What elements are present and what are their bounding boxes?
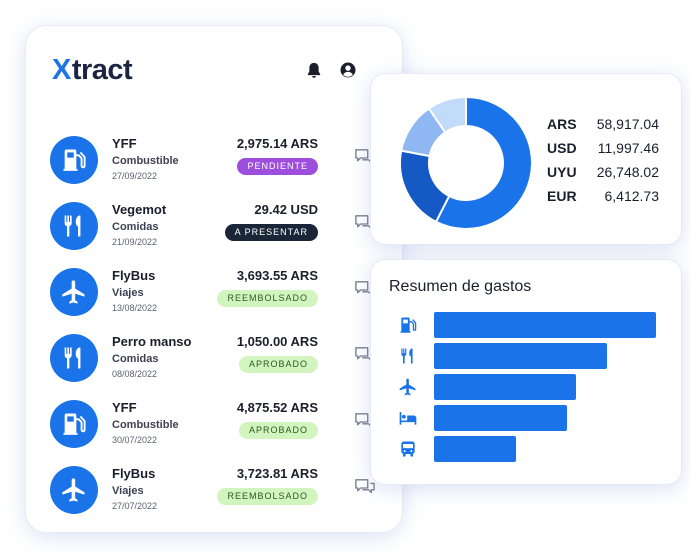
summary-bar-row	[397, 312, 667, 338]
fuel-icon	[63, 413, 86, 435]
summary-bar	[434, 374, 576, 400]
summary-bar-row	[397, 343, 667, 369]
expense-date: 08/08/2022	[112, 369, 158, 379]
category-badge	[50, 400, 98, 448]
summary-bar	[434, 405, 567, 431]
currency-totals-card: ARS 58,917.04 USD 11,997.46 UYU 26,748.02 EUR 6…	[371, 74, 681, 244]
status-badge: APROBADO	[238, 422, 318, 439]
currency-donut-chart	[399, 95, 533, 230]
account-icon[interactable]	[339, 61, 357, 79]
bed-icon	[399, 412, 417, 425]
comments-icon[interactable]	[354, 478, 376, 498]
expense-row[interactable]: Vegemot Comidas 21/09/2022 29.42 USD A PRESE…	[50, 200, 380, 262]
spending-summary-card: Resumen de gastos	[371, 260, 681, 484]
currency-total: 58,917.04	[596, 116, 659, 132]
fuel-icon	[63, 149, 86, 171]
summary-bar-row	[397, 436, 667, 462]
category-badge	[50, 268, 98, 316]
summary-title: Resumen de gastos	[389, 278, 532, 295]
status-badge: APROBADO	[238, 356, 318, 373]
status-badge: A PRESENTAR	[224, 224, 318, 241]
plane-icon	[62, 478, 85, 502]
expense-date: 27/09/2022	[112, 171, 158, 181]
merchant-name: Perro manso	[112, 334, 192, 349]
utensils-icon	[401, 348, 413, 364]
merchant-name: FlyBus	[112, 466, 156, 481]
merchant-name: YFF	[112, 136, 137, 151]
summary-bar-row	[397, 405, 667, 431]
expense-row[interactable]: FlyBus Viajes 13/08/2022 3,693.55 ARS REEMBO…	[50, 266, 380, 328]
expense-amount: 29.42 USD	[254, 202, 318, 217]
donut-slice	[427, 95, 467, 134]
status-badge: REEMBOLSADO	[217, 290, 318, 307]
summary-bar-row	[397, 374, 667, 400]
merchant-name: YFF	[112, 400, 137, 415]
merchant-name: Vegemot	[112, 202, 167, 217]
currency-code: EUR	[547, 188, 577, 204]
expense-amount: 3,723.81 ARS	[236, 466, 318, 481]
expense-amount: 3,693.55 ARS	[236, 268, 318, 283]
category-name: Comidas	[112, 221, 159, 233]
utensils-icon	[64, 347, 81, 369]
status-badge: PENDIENTE	[237, 158, 318, 175]
bus-icon	[401, 441, 415, 457]
currency-code: ARS	[547, 116, 577, 132]
category-badge	[50, 202, 98, 250]
category-badge	[50, 334, 98, 382]
expense-date: 21/09/2022	[112, 237, 158, 247]
summary-bar	[434, 436, 516, 462]
expense-row[interactable]: YFF Combustible 30/07/2022 4,875.52 ARS APRO…	[50, 398, 380, 460]
category-badge	[50, 136, 98, 184]
category-badge	[50, 466, 98, 514]
category-name: Viajes	[112, 485, 144, 497]
expense-row[interactable]: YFF Combustible 27/09/2022 2,975.14 ARS PEND…	[50, 134, 380, 196]
status-badge: REEMBOLSADO	[217, 488, 318, 505]
category-name: Combustible	[112, 419, 179, 431]
donut-slice	[399, 149, 451, 224]
expense-amount: 1,050.00 ARS	[236, 334, 318, 349]
merchant-name: FlyBus	[112, 268, 156, 283]
expense-date: 27/07/2022	[112, 501, 158, 511]
currency-row: ARS 58,917.04	[547, 116, 659, 136]
category-name: Viajes	[112, 287, 144, 299]
expense-amount: 2,975.14 ARS	[236, 136, 318, 151]
category-name: Comidas	[112, 353, 159, 365]
fuel-icon	[400, 317, 417, 333]
expense-date: 13/08/2022	[112, 303, 158, 313]
summary-bar	[434, 312, 656, 338]
currency-row: USD 11,997.46	[547, 140, 659, 160]
utensils-icon	[64, 215, 81, 237]
currency-code: USD	[547, 140, 577, 156]
currency-row: EUR 6,412.73	[547, 188, 659, 208]
currency-total: 6,412.73	[604, 188, 660, 204]
currency-total: 11,997.46	[597, 140, 659, 156]
donut-slice	[434, 95, 533, 230]
expense-row[interactable]: FlyBus Viajes 27/07/2022 3,723.81 ARS REEMBO…	[50, 464, 380, 526]
currency-row: UYU 26,748.02	[547, 164, 659, 184]
bell-icon[interactable]	[305, 61, 323, 79]
summary-bar	[434, 343, 607, 369]
currency-total: 26,748.02	[596, 164, 659, 180]
expense-row[interactable]: Perro manso Comidas 08/08/2022 1,050.00 ARS…	[50, 332, 380, 394]
expense-amount: 4,875.52 ARS	[236, 400, 318, 415]
expense-date: 30/07/2022	[112, 435, 158, 445]
plane-icon	[62, 280, 85, 304]
plane-icon	[399, 378, 416, 396]
currency-code: UYU	[547, 164, 577, 180]
category-name: Combustible	[112, 155, 179, 167]
